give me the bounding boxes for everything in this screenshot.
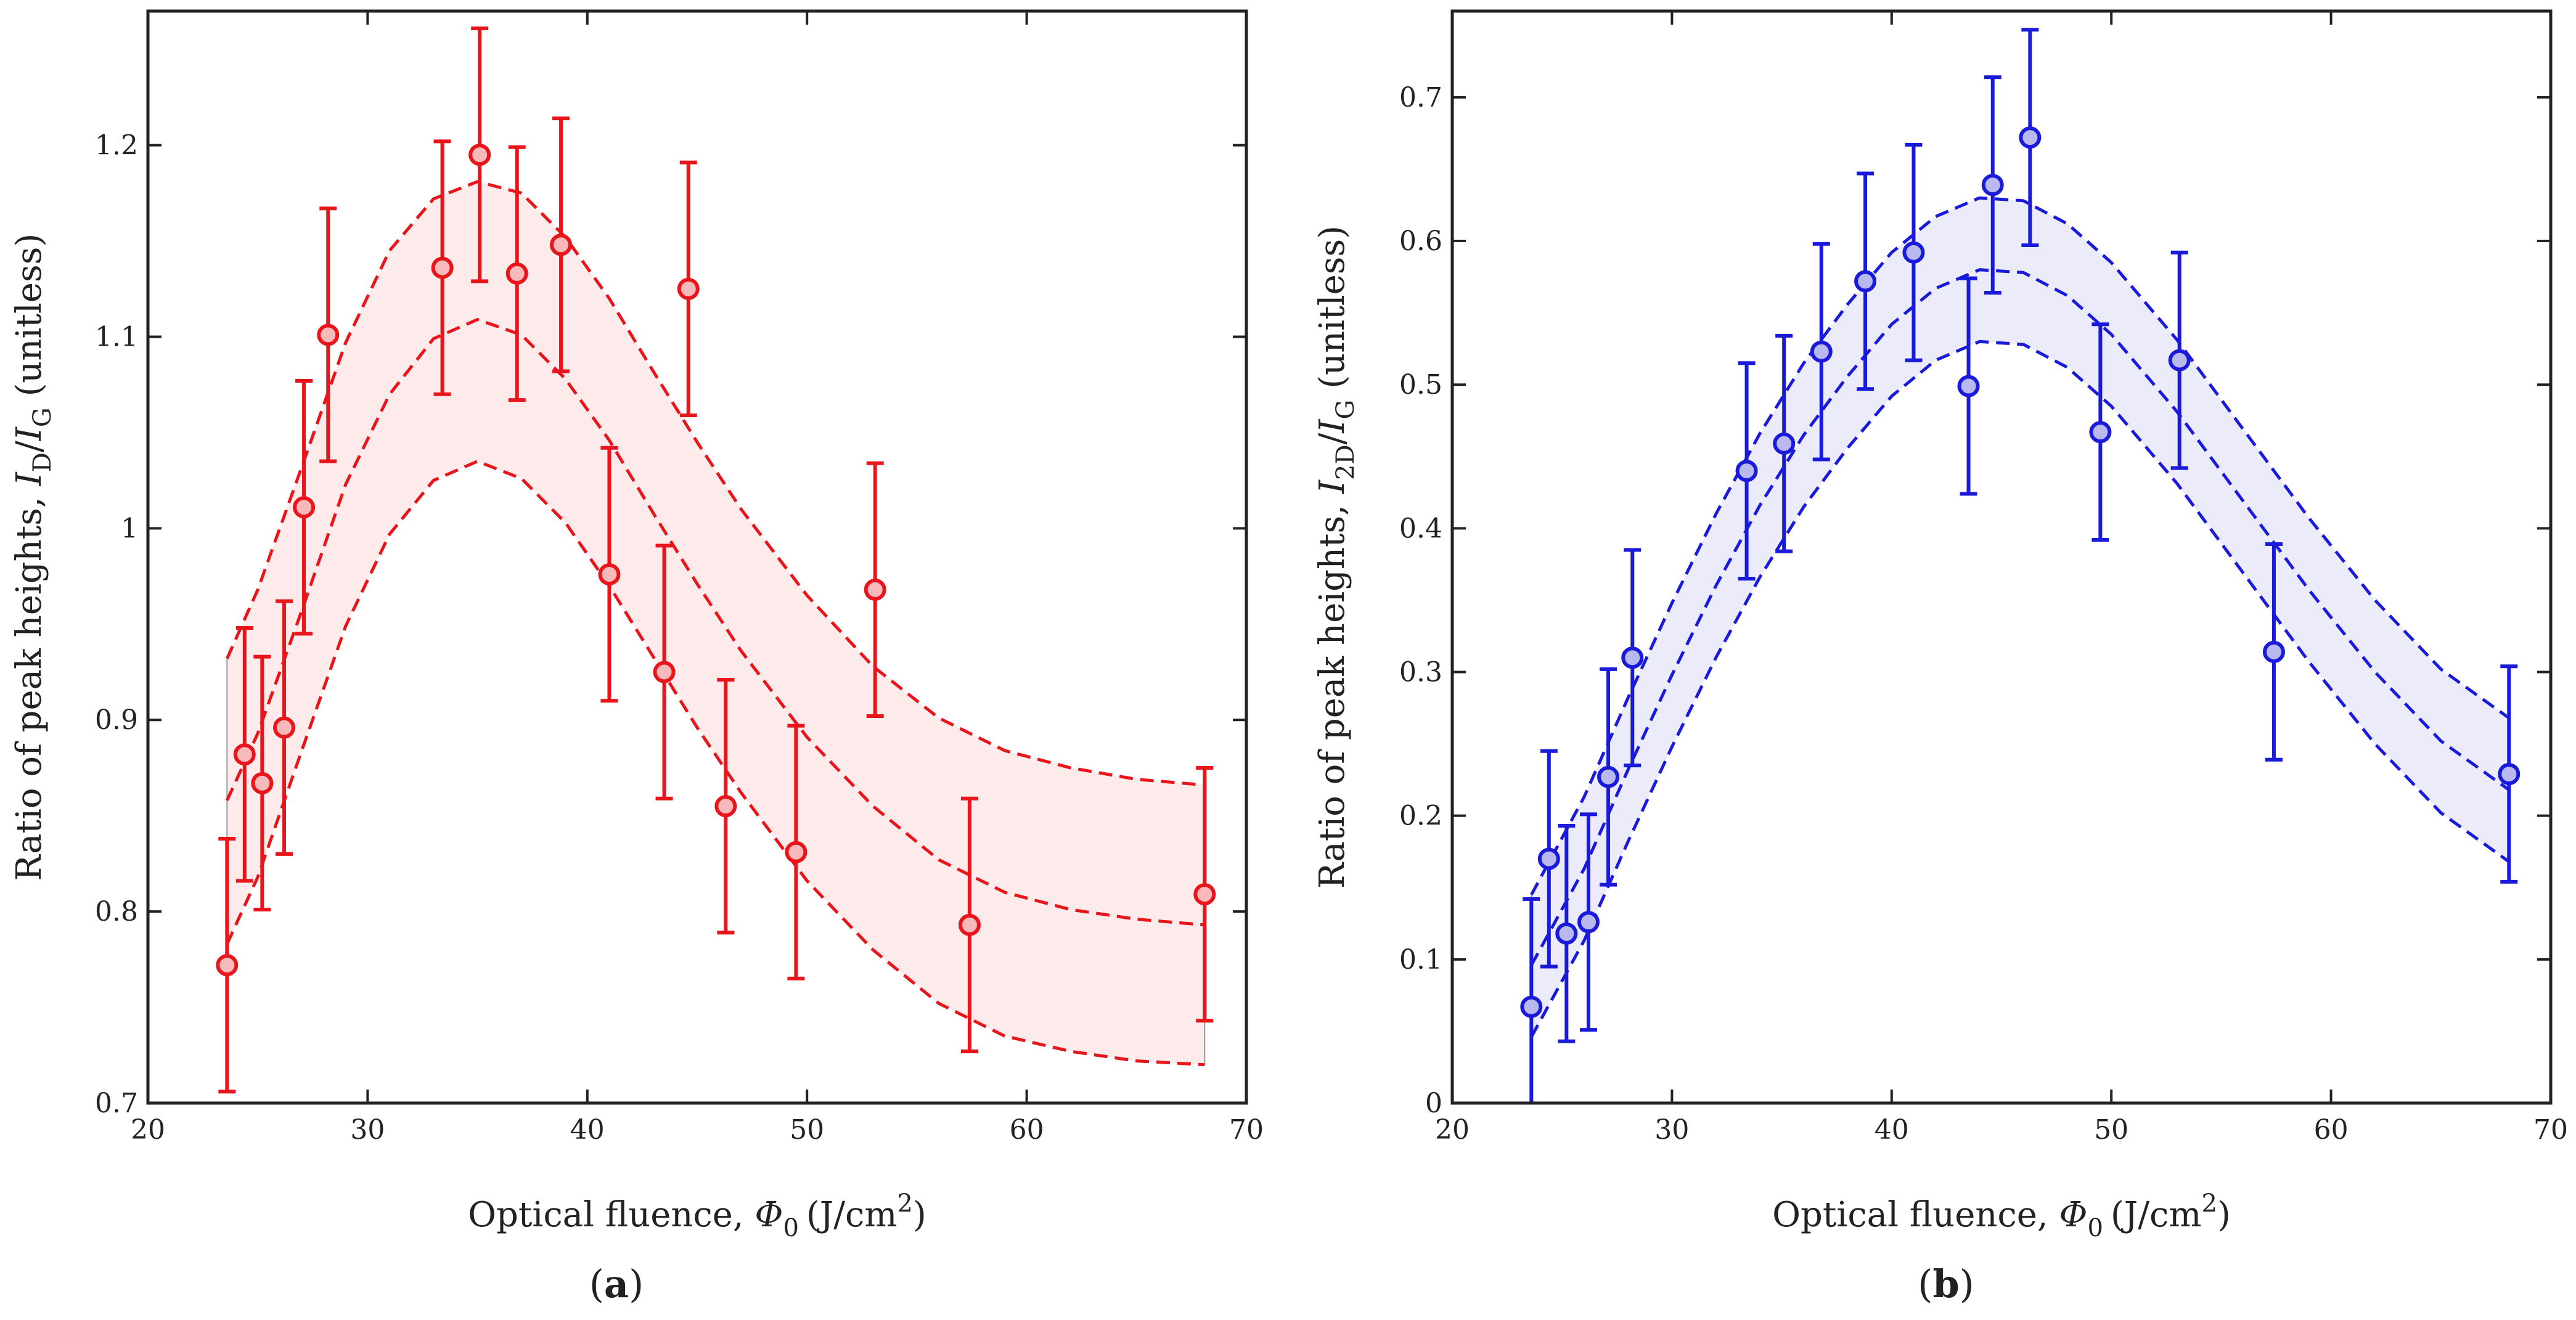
y-tick-label-a: 0.8 bbox=[95, 896, 138, 927]
y-tick-label-a: 1.1 bbox=[95, 321, 138, 352]
data-point bbox=[1902, 241, 1925, 264]
y-tick-label-b: 0.1 bbox=[1399, 944, 1442, 976]
x-tick-label-b: 40 bbox=[1875, 1114, 1909, 1146]
y-tick-label-b: 0.6 bbox=[1399, 226, 1442, 257]
data-point bbox=[1193, 883, 1216, 906]
fit-curves-b bbox=[1530, 196, 2510, 1038]
data-point bbox=[1597, 765, 1620, 788]
data-point bbox=[958, 913, 981, 936]
data-point bbox=[1537, 847, 1560, 870]
data-point bbox=[1621, 646, 1644, 669]
x-tick-label-b: 70 bbox=[2533, 1114, 2568, 1146]
y-tick-label-b: 0.3 bbox=[1399, 657, 1442, 688]
chart-panel-a: 20 30 40 50 60 70 0.7 0.8 0.9 1 1.1 1.2 Optical flu… bbox=[9, 9, 1264, 1306]
y-tick-label-b: 0.2 bbox=[1399, 801, 1442, 832]
data-point bbox=[1520, 995, 1543, 1018]
x-axis-label-a: Optical fluence, Φ0 (J/cm2) bbox=[468, 1189, 926, 1242]
y-tick-label-a: 0.7 bbox=[95, 1088, 138, 1119]
y-tick-label-b: 0.5 bbox=[1399, 369, 1442, 401]
data-point bbox=[431, 256, 454, 279]
data-point bbox=[2019, 126, 2042, 149]
data-point bbox=[1555, 922, 1578, 945]
y-tick-label-a: 0.9 bbox=[95, 704, 138, 736]
data-point bbox=[714, 795, 737, 818]
x-tick-label-b: 30 bbox=[1654, 1114, 1689, 1146]
axis-ticks-a: 20 30 40 50 60 70 0.7 0.8 0.9 1 1.1 1.2 bbox=[95, 11, 1264, 1146]
y-tick-label-a: 1 bbox=[121, 513, 138, 544]
data-point bbox=[785, 841, 808, 863]
data-points-a bbox=[216, 144, 1216, 977]
y-axis-label-a: Ratio of peak heights, ID/IG (unitless) bbox=[9, 234, 57, 881]
y-tick-label-b: 0.7 bbox=[1399, 82, 1442, 113]
panel-label-a: (a) bbox=[589, 1261, 644, 1306]
data-point bbox=[1735, 460, 1758, 483]
y-axis-label-b: Ratio of peak heights, I2D/IG (unitless) bbox=[1312, 226, 1360, 889]
data-point bbox=[864, 578, 886, 601]
fit-curves-a bbox=[226, 180, 1205, 1067]
axes-frame-b bbox=[1450, 9, 2553, 1105]
x-tick-label-b: 20 bbox=[1435, 1114, 1470, 1146]
data-point bbox=[653, 661, 676, 683]
data-point bbox=[317, 324, 340, 346]
axes-frame-a bbox=[146, 9, 1248, 1105]
fit-band-area bbox=[227, 181, 1205, 1065]
x-tick-label-a: 40 bbox=[570, 1114, 605, 1146]
data-point bbox=[2262, 640, 2285, 663]
data-point bbox=[598, 563, 621, 585]
fit-curve-middle bbox=[226, 317, 1205, 927]
fit-curve-upper bbox=[226, 180, 1205, 787]
data-point bbox=[293, 496, 316, 519]
data-point bbox=[505, 262, 528, 285]
fit-curve-lower bbox=[226, 459, 1205, 1067]
data-point bbox=[233, 743, 256, 766]
data-point bbox=[2168, 349, 2191, 372]
y-tick-label-b: 0 bbox=[1425, 1088, 1442, 1119]
data-point bbox=[1773, 432, 1796, 455]
data-point bbox=[2089, 421, 2112, 444]
data-points-b bbox=[1520, 126, 2521, 1018]
fit-curve-lower bbox=[1530, 340, 2510, 1038]
data-point bbox=[550, 234, 573, 256]
plot-area-b bbox=[1452, 11, 2551, 1103]
fit-band-area bbox=[1531, 198, 2509, 1037]
axis-ticks-b: 20 30 40 50 60 70 0 0.1 0.2 0.3 0.4 0.5 0.6 0.7 bbox=[1399, 11, 2568, 1146]
x-tick-label-a: 20 bbox=[131, 1114, 165, 1146]
x-tick-label-b: 60 bbox=[2314, 1114, 2349, 1146]
x-tick-label-a: 70 bbox=[1229, 1114, 1264, 1146]
x-tick-label-a: 50 bbox=[790, 1114, 824, 1146]
x-axis-label-b: Optical fluence, Φ0 (J/cm2) bbox=[1772, 1189, 2231, 1242]
data-point bbox=[1957, 375, 1980, 397]
data-point bbox=[216, 954, 239, 977]
data-point bbox=[1577, 911, 1600, 934]
x-tick-label-a: 60 bbox=[1010, 1114, 1044, 1146]
data-point bbox=[1854, 270, 1877, 293]
data-point bbox=[677, 277, 700, 300]
x-tick-label-b: 50 bbox=[2094, 1114, 2128, 1146]
y-tick-label-b: 0.4 bbox=[1399, 513, 1442, 544]
chart-panel-b: 20 30 40 50 60 70 0 0.1 0.2 0.3 0.4 0.5 0.6 0.7 Optic… bbox=[1312, 9, 2568, 1306]
data-point bbox=[468, 144, 491, 166]
data-point bbox=[251, 772, 274, 794]
data-point bbox=[2498, 763, 2521, 786]
x-tick-label-a: 30 bbox=[350, 1114, 385, 1146]
fit-curve-middle bbox=[1530, 268, 2510, 966]
fit-curve-upper bbox=[1530, 196, 2510, 896]
panel-label-b: (b) bbox=[1918, 1261, 1974, 1306]
data-point bbox=[272, 716, 295, 739]
data-point bbox=[1810, 340, 1833, 363]
y-tick-label-a: 1.2 bbox=[95, 130, 138, 161]
data-point bbox=[1981, 174, 2004, 197]
